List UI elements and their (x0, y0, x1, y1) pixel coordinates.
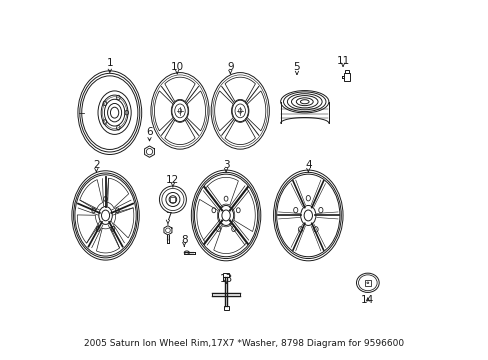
Text: 13: 13 (219, 274, 232, 284)
Text: 2005 Saturn Ion Wheel Rim,17X7 *Washer, 8798 Diagram for 9596600: 2005 Saturn Ion Wheel Rim,17X7 *Washer, … (84, 339, 404, 348)
Text: 11: 11 (336, 56, 349, 66)
Text: 9: 9 (226, 62, 233, 72)
Text: 1: 1 (106, 58, 113, 68)
Text: 3: 3 (223, 160, 229, 170)
Text: 4: 4 (305, 160, 311, 170)
Bar (364, 280, 370, 285)
Text: 14: 14 (361, 295, 374, 305)
Bar (223, 306, 228, 310)
Text: 8: 8 (181, 235, 187, 244)
Text: 12: 12 (166, 175, 179, 185)
Bar (170, 197, 175, 202)
Text: 7: 7 (164, 212, 171, 222)
Bar (345, 70, 348, 73)
Text: 6: 6 (146, 127, 153, 137)
Bar (344, 73, 350, 81)
Text: 10: 10 (170, 62, 183, 72)
Text: 5: 5 (293, 62, 300, 72)
Text: 2: 2 (93, 160, 100, 170)
Bar (223, 273, 229, 277)
